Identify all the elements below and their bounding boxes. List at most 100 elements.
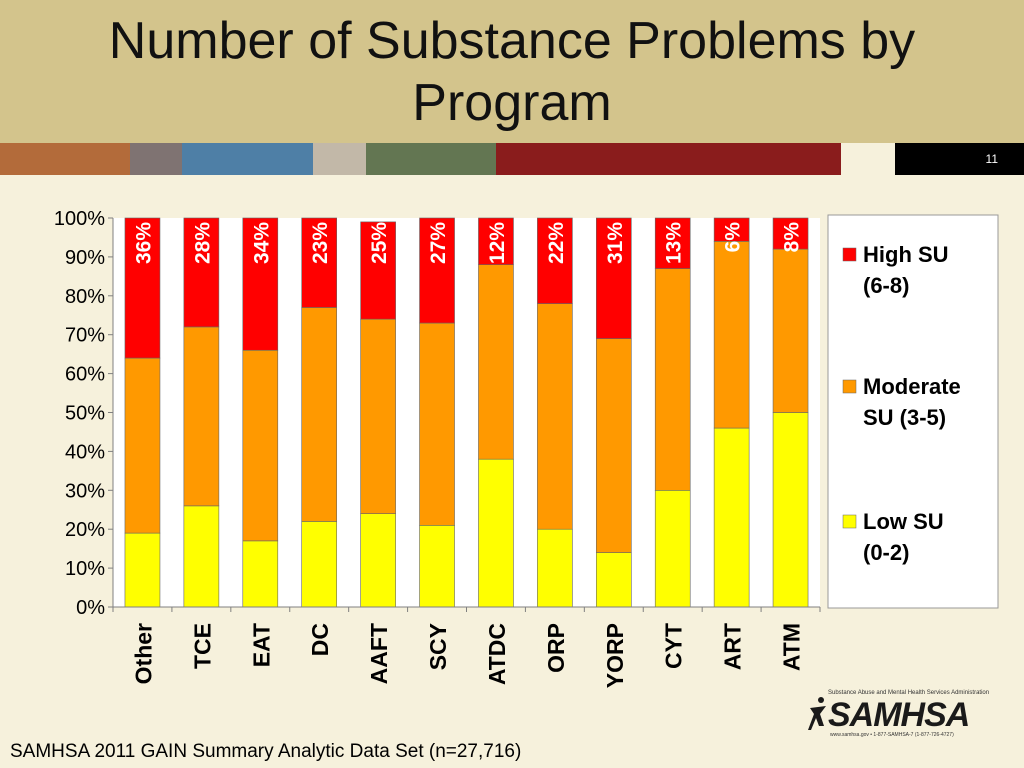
bar-aaft-series-3 — [360, 221, 396, 320]
x-label-art: ART — [720, 623, 746, 670]
title-line-2: Program — [412, 74, 612, 132]
y-tick-label: 20% — [65, 519, 105, 541]
y-tick-label: 60% — [65, 364, 105, 386]
band-segment-5 — [366, 143, 496, 175]
logo-bottom-text: www.samhsa.gov • 1-877-SAMHSA-7 (1-877-7… — [830, 732, 954, 738]
bar-atm-series-3 — [772, 217, 809, 250]
data-label-yorp: 31% — [604, 222, 627, 264]
source-footnote: SAMHSA 2011 GAIN Summary Analytic Data S… — [10, 741, 522, 762]
data-label-atdc: 12% — [486, 222, 509, 264]
bar-eat-series-2 — [242, 349, 279, 542]
logo-wordmark: SAMHSA — [828, 696, 970, 734]
x-label-atdc: ATDC — [484, 623, 510, 685]
legend-label-3: (6-8) — [863, 273, 909, 298]
x-label-atm: ATM — [779, 623, 805, 671]
bar-orp-series-1 — [537, 528, 573, 608]
page-number: 11 — [895, 143, 1024, 175]
y-tick-label: 50% — [65, 403, 105, 425]
bar-tce-series-1 — [183, 505, 220, 608]
data-label-aaft: 25% — [368, 222, 391, 264]
bar-atm-series-1 — [772, 412, 809, 608]
bar-eat-series-1 — [242, 540, 279, 608]
legend-swatch-3 — [842, 247, 857, 262]
bar-yorp-series-2 — [595, 338, 632, 553]
bar-aaft-series-2 — [360, 318, 396, 514]
x-label-dc: DC — [307, 623, 333, 656]
data-label-tce: 28% — [191, 222, 214, 264]
bar-dc-series-3 — [301, 217, 338, 308]
legend-label-2: SU (3-5) — [863, 405, 946, 430]
legend-label-1: (0-2) — [863, 540, 909, 565]
data-label-orp: 22% — [545, 222, 568, 264]
legend-label-3: High SU — [863, 242, 949, 267]
bar-orp-series-2 — [537, 303, 573, 530]
bar-art-series-1 — [713, 427, 750, 608]
title-line-1: Number of Substance Problems by — [108, 12, 916, 70]
bar-atdc-series-1 — [478, 458, 514, 608]
bar-cyt-series-3 — [654, 217, 691, 269]
data-label-atm: 8% — [781, 222, 804, 253]
bar-cyt-series-1 — [654, 489, 691, 608]
bar-orp-series-3 — [537, 217, 573, 304]
figure-icon — [808, 697, 826, 730]
samhsa-logo: Substance Abuse and Mental Health Servic… — [808, 688, 989, 740]
legend-label-1: Low SU — [863, 509, 944, 534]
bar-other-series-3 — [124, 217, 161, 359]
y-tick-label: 100% — [54, 208, 105, 230]
bar-scy-series-3 — [419, 217, 455, 324]
bar-art-series-3 — [713, 217, 750, 242]
data-label-dc: 23% — [309, 222, 332, 264]
bar-yorp-series-1 — [595, 552, 632, 608]
x-label-orp: ORP — [543, 623, 569, 673]
slide-header: Number of Substance Problems by Program — [0, 0, 1024, 143]
slide-title: Number of Substance Problems by Program — [0, 10, 1024, 134]
bar-scy-series-2 — [419, 322, 455, 526]
bar-tce-series-3 — [183, 217, 220, 328]
y-tick-label: 70% — [65, 325, 105, 347]
y-tick-label: 30% — [65, 480, 105, 502]
bar-other-series-2 — [124, 357, 161, 534]
logo-top-text: Substance Abuse and Mental Health Servic… — [828, 690, 990, 696]
x-label-yorp: YORP — [602, 623, 628, 688]
band-segment-7 — [841, 143, 895, 175]
y-tick-label: 80% — [65, 286, 105, 308]
x-label-tce: TCE — [189, 623, 215, 669]
data-label-cyt: 13% — [663, 222, 686, 264]
data-label-eat: 34% — [250, 222, 273, 264]
bar-yorp-series-3 — [595, 217, 632, 339]
band-segment-3 — [182, 143, 313, 175]
bar-eat-series-3 — [242, 217, 279, 351]
band-segment-1 — [0, 143, 130, 175]
x-label-aaft: AAFT — [366, 623, 392, 684]
bar-dc-series-1 — [301, 521, 338, 608]
x-label-eat: EAT — [248, 623, 274, 667]
y-tick-label: 40% — [65, 441, 105, 463]
data-label-other: 36% — [132, 222, 155, 264]
bar-art-series-2 — [713, 241, 750, 429]
bar-atdc-series-2 — [478, 264, 514, 460]
plot-area — [113, 218, 820, 607]
bar-cyt-series-2 — [654, 268, 691, 491]
bar-aaft-series-1 — [360, 513, 396, 608]
bar-dc-series-2 — [301, 307, 338, 522]
y-tick-label: 10% — [65, 558, 105, 580]
stacked-bar-chart: 36% 28% 34% 23% 25% 27% 12% 22% 31% 13% 6% 8% 0% 10% 2… — [54, 208, 999, 688]
y-tick-label: 0% — [76, 597, 105, 619]
legend-box — [827, 214, 999, 609]
band-segment-2 — [130, 143, 182, 175]
band-segment-4 — [313, 143, 366, 175]
data-label-scy: 27% — [427, 222, 450, 264]
x-label-other: Other — [130, 623, 156, 684]
legend-label-2: Moderate — [863, 374, 961, 399]
y-tick-label: 90% — [65, 247, 105, 269]
x-label-scy: SCY — [425, 623, 451, 670]
bar-other-series-1 — [124, 532, 161, 608]
band-segment-6 — [496, 143, 841, 175]
bar-tce-series-2 — [183, 326, 220, 507]
bar-atdc-series-3 — [478, 217, 514, 265]
bar-scy-series-1 — [419, 525, 455, 608]
bar-atm-series-2 — [772, 248, 809, 413]
x-label-cyt: CYT — [661, 623, 687, 669]
data-label-art: 6% — [722, 222, 745, 253]
legend-swatch-1 — [842, 514, 857, 529]
